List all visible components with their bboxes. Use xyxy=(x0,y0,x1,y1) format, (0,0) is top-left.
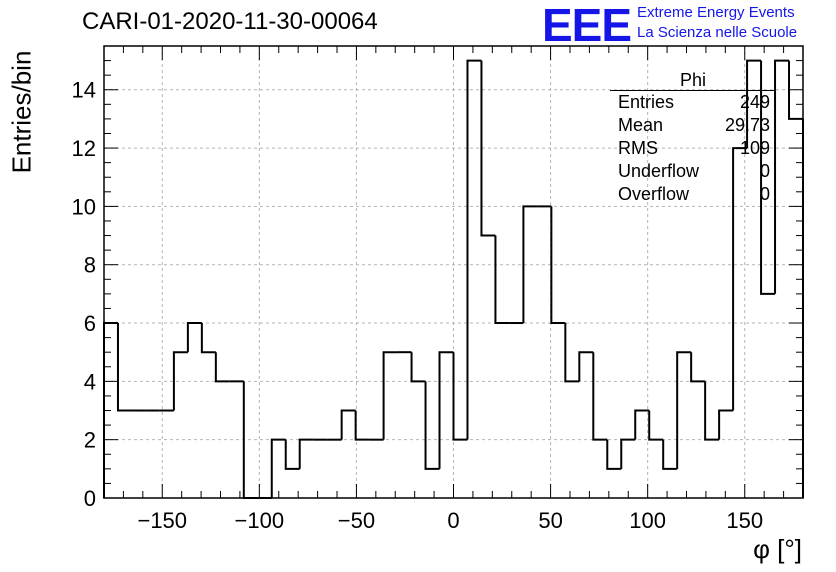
logo-line-2: La Scienza nelle Scuole xyxy=(637,24,798,41)
histogram-bin xyxy=(480,60,496,237)
histogram-bin xyxy=(410,352,426,383)
histogram-bin xyxy=(116,323,132,412)
y-tick-label: 10 xyxy=(72,194,96,219)
y-axis-label: Entries/bin xyxy=(6,50,37,174)
histogram-bin xyxy=(746,59,762,149)
x-tick-label: 0 xyxy=(447,508,459,533)
histogram-bin xyxy=(298,438,314,469)
chart-title: CARI-01-2020-11-30-00064 xyxy=(82,8,378,35)
stats-box: Phi Entries 249 Mean 29.73 RMS 109 Under… xyxy=(610,70,776,206)
y-tick-label: 0 xyxy=(84,486,96,511)
histogram-bin xyxy=(522,205,538,324)
histogram-bin xyxy=(578,351,594,382)
histogram-bin xyxy=(466,59,482,440)
x-tick-label: −50 xyxy=(338,508,375,533)
histogram-bin xyxy=(494,235,510,325)
y-tick-label: 2 xyxy=(84,428,96,453)
histogram-bin xyxy=(438,351,454,469)
stats-row-rms: RMS 109 xyxy=(610,137,776,160)
histogram-bin xyxy=(718,409,734,440)
histogram-bin xyxy=(774,59,790,294)
histogram-bin xyxy=(270,438,286,498)
histogram-bin xyxy=(200,323,216,354)
stats-value: 29.73 xyxy=(724,115,770,135)
stats-key: Entries xyxy=(618,92,675,112)
stats-row-underflow: Underflow 0 xyxy=(610,160,776,183)
histogram-bin xyxy=(214,352,230,383)
stats-row-overflow: Overflow 0 xyxy=(610,183,776,206)
stats-key: Overflow xyxy=(618,184,690,204)
stats-row-mean: Mean 29.73 xyxy=(610,114,776,137)
logo-line-1: Extreme Energy Events xyxy=(637,4,795,21)
histogram-bin xyxy=(354,410,370,441)
histogram-bin xyxy=(606,439,622,470)
histogram-bin xyxy=(284,439,300,470)
x-tick-label: −150 xyxy=(137,508,187,533)
y-tick-label: 6 xyxy=(84,311,96,336)
histogram-bin xyxy=(592,352,608,441)
stats-key: RMS xyxy=(618,138,658,158)
y-tick-label: 14 xyxy=(72,78,96,103)
histogram-bin xyxy=(550,206,566,325)
stats-key: Mean xyxy=(618,115,664,135)
histogram-bin xyxy=(732,147,748,411)
tick-labels: −150 −100 −50 0 50 100 150 0 2 4 6 8 10 12 14 xyxy=(72,78,764,533)
histogram-bin xyxy=(452,352,468,441)
histogram-bin xyxy=(564,323,580,383)
histogram-bin xyxy=(676,351,692,469)
histogram-bin xyxy=(690,352,706,383)
y-tick-label: 12 xyxy=(72,136,96,161)
histogram-bin xyxy=(172,351,188,411)
stats-title: Phi xyxy=(610,70,776,91)
histogram-bin xyxy=(382,351,398,440)
histogram-bin xyxy=(760,60,776,295)
histogram-bin xyxy=(648,410,664,441)
stats-value: 109 xyxy=(739,138,770,158)
x-tick-label: −100 xyxy=(235,508,285,533)
histogram-bin xyxy=(186,322,202,353)
y-tick-label: 4 xyxy=(84,369,96,394)
histogram-bin xyxy=(634,409,650,440)
histogram-bin xyxy=(704,381,720,441)
histogram-bin xyxy=(340,409,356,440)
stats-row-entries: Entries 249 xyxy=(610,91,776,114)
x-tick-label: 50 xyxy=(538,508,562,533)
y-tick-label: 8 xyxy=(84,253,96,278)
axis-ticks xyxy=(103,45,804,499)
x-axis-label: φ [°] xyxy=(753,534,802,564)
histogram-bin xyxy=(662,439,678,470)
stats-value: 249 xyxy=(739,92,770,112)
stats-value: 0 xyxy=(759,161,770,181)
histogram-bin xyxy=(620,438,636,469)
histogram-bin xyxy=(424,381,440,470)
eee-logo: EEE xyxy=(542,0,632,51)
stats-value: 0 xyxy=(759,184,770,204)
stats-key: Underflow xyxy=(618,161,700,181)
x-tick-label: 100 xyxy=(629,508,666,533)
x-tick-label: 150 xyxy=(726,508,763,533)
